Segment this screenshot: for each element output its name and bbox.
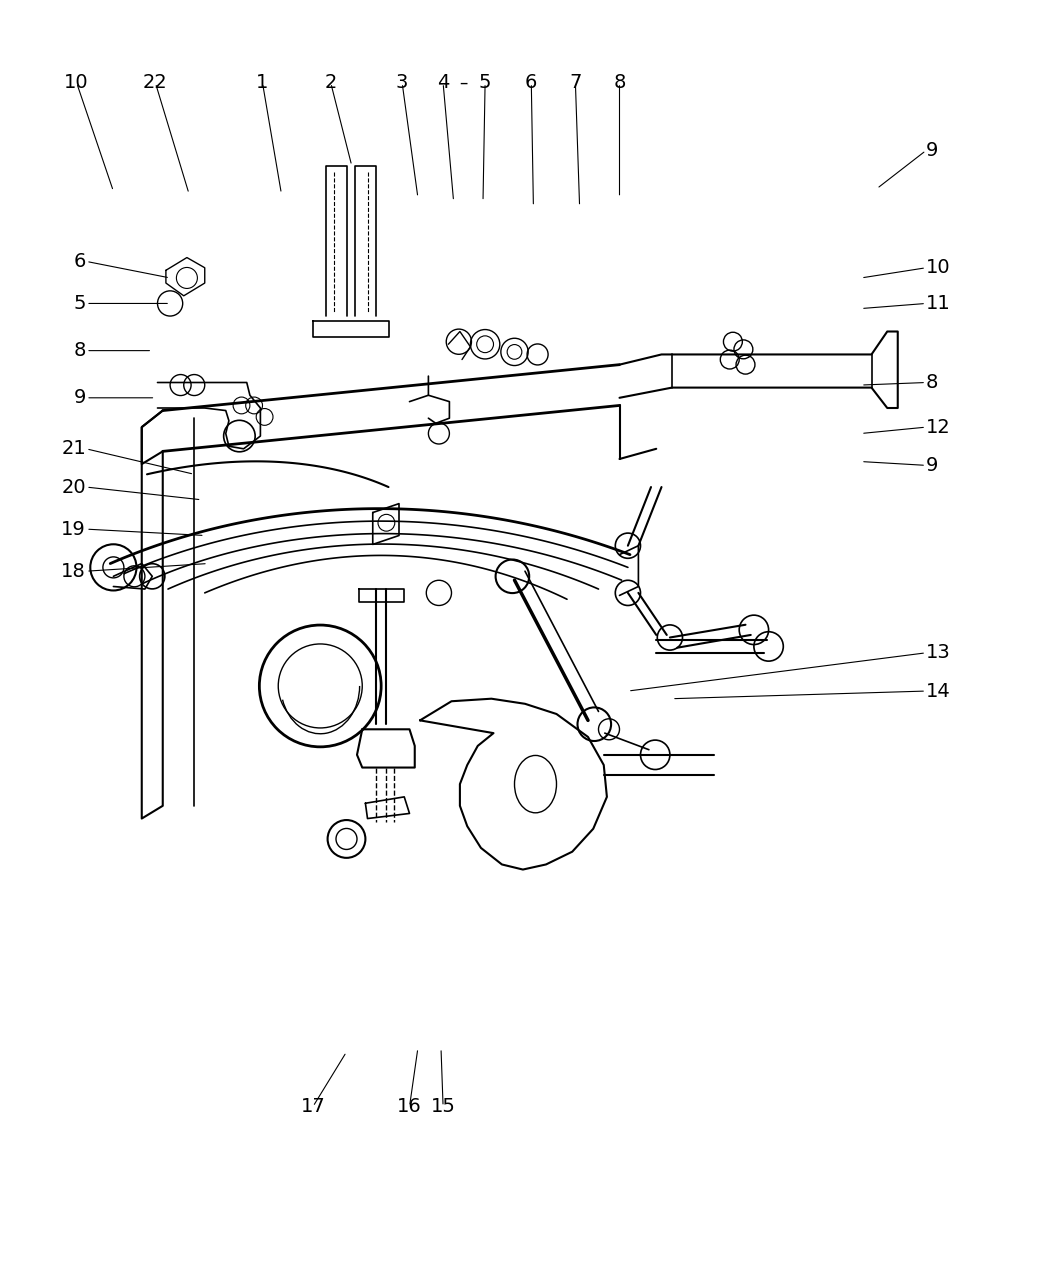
Text: 10: 10 <box>926 259 950 277</box>
Text: 6: 6 <box>525 74 538 92</box>
Text: 19: 19 <box>61 520 86 538</box>
Text: 2: 2 <box>324 74 337 92</box>
Text: 6: 6 <box>74 252 86 270</box>
Text: 12: 12 <box>926 418 951 436</box>
Text: 17: 17 <box>300 1098 326 1116</box>
Text: 14: 14 <box>926 682 951 700</box>
Text: 8: 8 <box>74 342 86 360</box>
Text: 8: 8 <box>613 74 626 92</box>
Text: 4: 4 <box>437 74 449 92</box>
Text: 22: 22 <box>143 74 168 92</box>
Text: 9: 9 <box>926 456 939 474</box>
Text: –: – <box>459 74 467 92</box>
Text: 15: 15 <box>430 1098 456 1116</box>
Text: 13: 13 <box>926 644 951 662</box>
Text: 9: 9 <box>74 389 86 407</box>
Text: 8: 8 <box>926 374 939 391</box>
Text: 7: 7 <box>569 74 582 92</box>
Text: 20: 20 <box>62 478 86 496</box>
Text: 5: 5 <box>74 295 86 312</box>
Text: 21: 21 <box>61 440 86 458</box>
Text: 3: 3 <box>396 74 408 92</box>
Text: 16: 16 <box>397 1098 422 1116</box>
Text: 10: 10 <box>64 74 89 92</box>
Text: 5: 5 <box>479 74 491 92</box>
Text: 18: 18 <box>61 562 86 580</box>
Text: 1: 1 <box>256 74 269 92</box>
Text: 9: 9 <box>926 142 939 159</box>
Text: 11: 11 <box>926 295 951 312</box>
